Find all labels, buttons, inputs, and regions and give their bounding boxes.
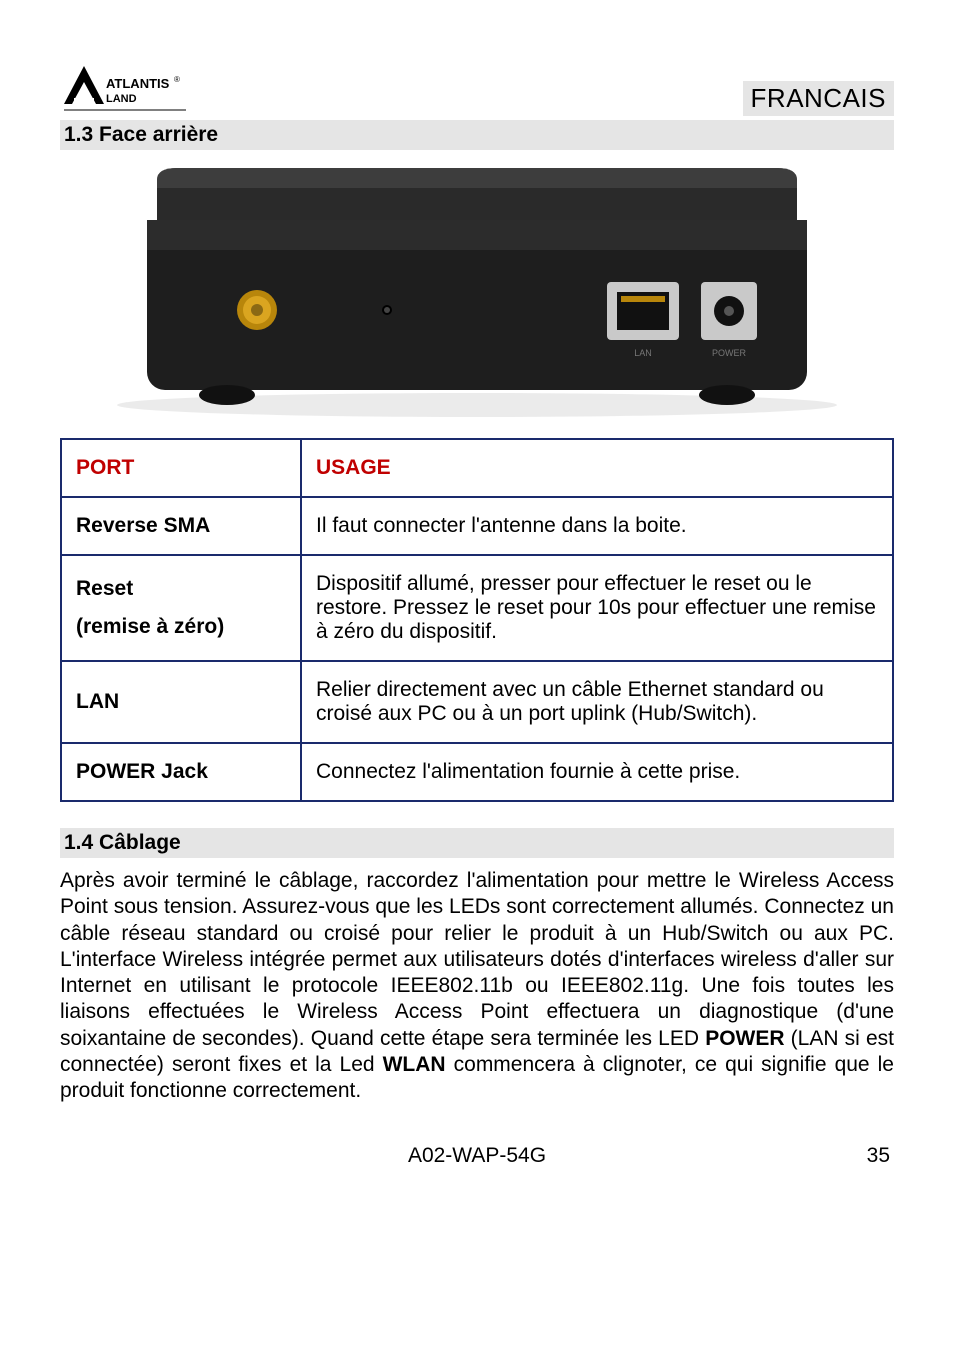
table-row: POWER Jack Connectez l'alimentation four…: [61, 743, 893, 801]
para-bold: POWER: [705, 1027, 784, 1050]
table-row: LAN Relier directement avec un câble Eth…: [61, 661, 893, 743]
port-usage: Il faut connecter l'antenne dans la boit…: [301, 497, 893, 555]
section-heading-rear: 1.3 Face arrière: [60, 120, 894, 150]
page-footer: A02-WAP-54G 35: [60, 1144, 894, 1168]
port-name: POWER Jack: [76, 760, 286, 784]
footer-page-number: 35: [830, 1144, 890, 1168]
brand-logo: ATLANTIS ® LAND: [60, 60, 190, 116]
device-rear-image: LAN POWER: [97, 160, 857, 420]
table-row: Reverse SMA Il faut connecter l'antenne …: [61, 497, 893, 555]
port-name: Reverse SMA: [76, 514, 286, 538]
cabling-paragraph: Après avoir terminé le câblage, raccorde…: [60, 868, 894, 1104]
svg-text:LAN: LAN: [634, 348, 652, 358]
page-header: ATLANTIS ® LAND FRANCAIS: [60, 60, 894, 116]
ports-table: PORT USAGE Reverse SMA Il faut connecter…: [60, 438, 894, 802]
logo-text: ATLANTIS: [106, 76, 170, 91]
section-heading-cabling: 1.4 Câblage: [60, 828, 894, 858]
port-name-sub: (remise à zéro): [76, 615, 286, 639]
svg-text:POWER: POWER: [712, 348, 747, 358]
port-name: LAN: [76, 690, 286, 714]
svg-text:®: ®: [174, 75, 180, 84]
table-header-usage: USAGE: [301, 439, 893, 497]
language-label: FRANCAIS: [743, 81, 894, 116]
port-name: Reset: [76, 577, 286, 601]
port-usage: Connectez l'alimentation fournie à cette…: [301, 743, 893, 801]
logo-sub: LAND: [106, 93, 137, 105]
footer-model: A02-WAP-54G: [124, 1144, 830, 1168]
para-bold: WLAN: [383, 1053, 446, 1076]
table-row: Reset (remise à zéro) Dispositif allumé,…: [61, 555, 893, 661]
port-usage: Relier directement avec un câble Etherne…: [301, 661, 893, 743]
para-text: Après avoir terminé le câblage, raccorde…: [60, 869, 894, 1050]
port-usage: Dispositif allumé, presser pour effectue…: [301, 555, 893, 661]
table-header-port: PORT: [61, 439, 301, 497]
